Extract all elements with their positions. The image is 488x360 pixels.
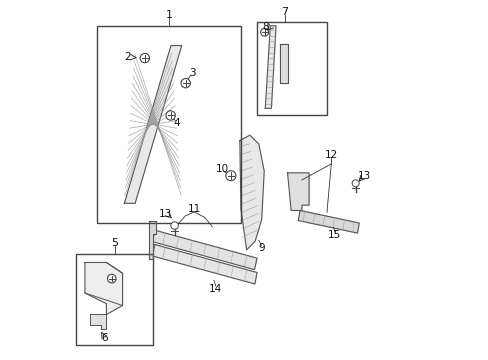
Bar: [257, 22, 326, 116]
Polygon shape: [90, 315, 106, 329]
Bar: [97, 26, 241, 223]
Polygon shape: [152, 244, 257, 284]
Polygon shape: [152, 230, 257, 270]
Circle shape: [140, 53, 149, 63]
Polygon shape: [265, 26, 276, 108]
Text: 4: 4: [173, 118, 180, 128]
Text: 13: 13: [159, 209, 172, 219]
Text: 11: 11: [187, 204, 201, 215]
Polygon shape: [124, 45, 182, 203]
Text: 2: 2: [124, 52, 131, 62]
Text: 5: 5: [111, 238, 118, 248]
Text: 15: 15: [327, 230, 341, 239]
Bar: [76, 253, 153, 345]
Text: 14: 14: [209, 284, 222, 294]
Text: 6: 6: [101, 333, 108, 343]
Text: 7: 7: [281, 7, 288, 17]
Circle shape: [170, 222, 178, 229]
Polygon shape: [287, 173, 308, 211]
Circle shape: [351, 180, 359, 187]
Polygon shape: [279, 44, 287, 83]
Text: 1: 1: [165, 10, 172, 20]
Polygon shape: [85, 262, 122, 315]
Text: 9: 9: [258, 243, 264, 253]
Polygon shape: [239, 135, 264, 250]
Polygon shape: [149, 221, 155, 259]
Circle shape: [181, 78, 190, 88]
Text: 13: 13: [357, 171, 370, 181]
Text: 8: 8: [262, 22, 268, 32]
Circle shape: [260, 28, 268, 36]
Circle shape: [107, 274, 116, 283]
Circle shape: [165, 111, 175, 120]
Polygon shape: [298, 211, 359, 233]
Text: 3: 3: [189, 68, 195, 78]
Circle shape: [225, 171, 235, 181]
Text: 12: 12: [324, 150, 337, 160]
Text: 10: 10: [215, 164, 228, 174]
